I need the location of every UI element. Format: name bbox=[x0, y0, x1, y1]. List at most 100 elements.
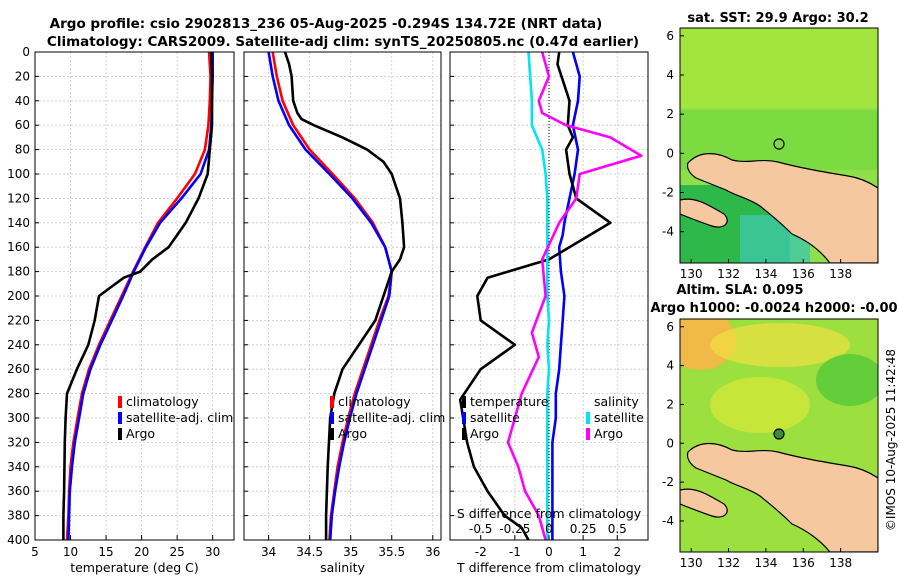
sla-field-green-east bbox=[816, 354, 878, 406]
temperature-ytick-label: 280 bbox=[7, 387, 30, 401]
differences-xtick-label: 0 bbox=[545, 545, 553, 559]
temperature-ytick-label: 160 bbox=[7, 240, 30, 254]
difference-left-legend-swatch bbox=[462, 396, 466, 408]
temperature-series-argo bbox=[62, 52, 214, 540]
salinity-legend-swatch bbox=[330, 428, 334, 440]
sst-profile-marker bbox=[773, 138, 785, 150]
sst_map-ytick-label: 0 bbox=[666, 146, 674, 160]
difference-left-legend-swatch bbox=[462, 412, 466, 424]
sla_map-ytick-label: -2 bbox=[662, 475, 674, 489]
temperature-xtick-label: 30 bbox=[205, 545, 220, 559]
sst-map-panel: sat. SST: 29.9 Argo: 30.2 130 132 134 136 13… bbox=[662, 11, 879, 281]
difference-right-legend-label: satellite bbox=[594, 410, 644, 425]
sst_map-xtick-label: 138 bbox=[829, 267, 852, 281]
temperature-ytick-label: 340 bbox=[7, 460, 30, 474]
temperature-legend-swatch bbox=[118, 412, 122, 424]
differences-frame bbox=[449, 51, 649, 541]
sla-profile-marker bbox=[773, 428, 785, 440]
salinity-legend-label: satellite-adj. clim bbox=[338, 410, 445, 425]
sla_map-ytick-label: 0 bbox=[666, 436, 674, 450]
temperature-ytick-label: 240 bbox=[7, 338, 30, 352]
salinity-xtick-label: 34 bbox=[261, 545, 276, 559]
temperature-ytick-label: 220 bbox=[7, 313, 30, 327]
temperature-ytick-label: 60 bbox=[15, 118, 30, 132]
salinity-xtick-label: 34.5 bbox=[296, 545, 323, 559]
sla_map-xtick-label: 134 bbox=[754, 556, 777, 570]
s-difference-tick-label: 0 bbox=[545, 522, 553, 536]
salinity-legend-swatch bbox=[330, 396, 334, 408]
temperature-xtick-label: 5 bbox=[31, 545, 39, 559]
difference-left-legend-label: Argo bbox=[470, 426, 499, 441]
s-difference-tick-label: -0.5 bbox=[469, 522, 492, 536]
differences-xlabel: T difference from climatology bbox=[456, 560, 642, 575]
temperature-ytick-label: 360 bbox=[7, 484, 30, 498]
sla-field-yellow-band bbox=[710, 323, 850, 367]
differences-series-temperature-argo bbox=[458, 52, 612, 540]
salinity-series-satellite-adj-clim bbox=[267, 52, 394, 540]
s-difference-tick-label: -0.25 bbox=[499, 522, 530, 536]
difference-left-legend-swatch bbox=[462, 428, 466, 440]
differences-series-salinity-satellite bbox=[527, 52, 551, 540]
differences-series-salinity-argo bbox=[506, 52, 643, 540]
sla_map-xtick-label: 138 bbox=[829, 556, 852, 570]
sst_map-ytick-label: 4 bbox=[666, 68, 674, 82]
salinity-legend-label: Argo bbox=[338, 426, 367, 441]
salinity-xtick-label: 36 bbox=[425, 545, 440, 559]
temperature-legend-swatch bbox=[118, 396, 122, 408]
s-difference-label: S difference from climatology bbox=[457, 506, 642, 521]
temperature-ytick-label: 400 bbox=[7, 533, 30, 547]
sst_map-xtick-label: 134 bbox=[754, 267, 777, 281]
figure-title-line1: Argo profile: csio 2902813_236 05-Aug-20… bbox=[50, 16, 603, 32]
sla_map-xtick-label: 132 bbox=[717, 556, 740, 570]
sst_map-ytick-label: 2 bbox=[666, 107, 674, 121]
difference-right-legend-swatch bbox=[586, 412, 590, 424]
sla_map-xtick-label: 136 bbox=[792, 556, 815, 570]
sst_map-ytick-label: -4 bbox=[662, 225, 674, 239]
difference-left-legend-label: temperature bbox=[470, 394, 549, 409]
sla-map-title-line2: Argo h1000: -0.0024 h2000: -0.00 bbox=[650, 301, 897, 316]
differences-xtick-label: -1 bbox=[509, 545, 521, 559]
sla_map-ytick-label: 4 bbox=[666, 359, 674, 373]
difference-right-legend-label: salinity bbox=[594, 394, 639, 409]
difference-panel: -2 -1 0 1 2T difference from climatology temp… bbox=[449, 51, 649, 575]
temperature-ytick-label: 140 bbox=[7, 216, 30, 230]
sst-field-north bbox=[680, 28, 878, 108]
s-difference-tick-label: 0.5 bbox=[608, 522, 627, 536]
sst_map-xtick-label: 130 bbox=[680, 267, 703, 281]
temperature-ytick-label: 200 bbox=[7, 289, 30, 303]
temperature-panel: 5 10 15 20 25 3002040608010012014016018020022… bbox=[7, 45, 235, 575]
salinity-legend-label: climatology bbox=[338, 394, 411, 409]
sla-map-panel: Altim. SLA: 0.095 Argo h1000: -0.0024 h2… bbox=[650, 283, 897, 570]
temperature-ytick-label: 40 bbox=[15, 94, 30, 108]
sst_map-xtick-label: 136 bbox=[792, 267, 815, 281]
salinity-legend-swatch bbox=[330, 412, 334, 424]
temperature-ytick-label: 80 bbox=[15, 143, 30, 157]
temperature-xtick-label: 20 bbox=[134, 545, 149, 559]
differences-xtick-label: 1 bbox=[579, 545, 587, 559]
salinity-frame bbox=[243, 51, 442, 541]
temperature-ytick-label: 180 bbox=[7, 265, 30, 279]
temperature-xlabel: temperature (deg C) bbox=[70, 560, 199, 575]
sla-land-newguinea bbox=[686, 442, 878, 552]
sla_map-ytick-label: -4 bbox=[662, 514, 674, 528]
temperature-ytick-label: 20 bbox=[15, 69, 30, 83]
sst-land-island bbox=[680, 198, 728, 228]
salinity-series-argo bbox=[283, 52, 406, 540]
sla_map-xtick-label: 130 bbox=[680, 556, 703, 570]
difference-right-legend-swatch bbox=[586, 428, 590, 440]
sla-field-yellow-mid bbox=[710, 377, 810, 433]
sla_map-ytick-label: 2 bbox=[666, 397, 674, 411]
temperature-ytick-label: 120 bbox=[7, 191, 30, 205]
temperature-ytick-label: 320 bbox=[7, 435, 30, 449]
sla-map-title-line1: Altim. SLA: 0.095 bbox=[677, 283, 804, 298]
differences-xtick-label: -2 bbox=[475, 545, 487, 559]
difference-left-legend-label: satellite bbox=[470, 410, 520, 425]
temperature-xtick-label: 25 bbox=[170, 545, 185, 559]
sst-map-frame bbox=[679, 27, 879, 264]
difference-right-legend-label: Argo bbox=[594, 426, 623, 441]
temperature-legend-label: satellite-adj. clim bbox=[126, 410, 233, 425]
salinity-xlabel: salinity bbox=[320, 560, 365, 575]
sst_map-ytick-label: -2 bbox=[662, 186, 674, 200]
temperature-xtick-label: 15 bbox=[98, 545, 113, 559]
